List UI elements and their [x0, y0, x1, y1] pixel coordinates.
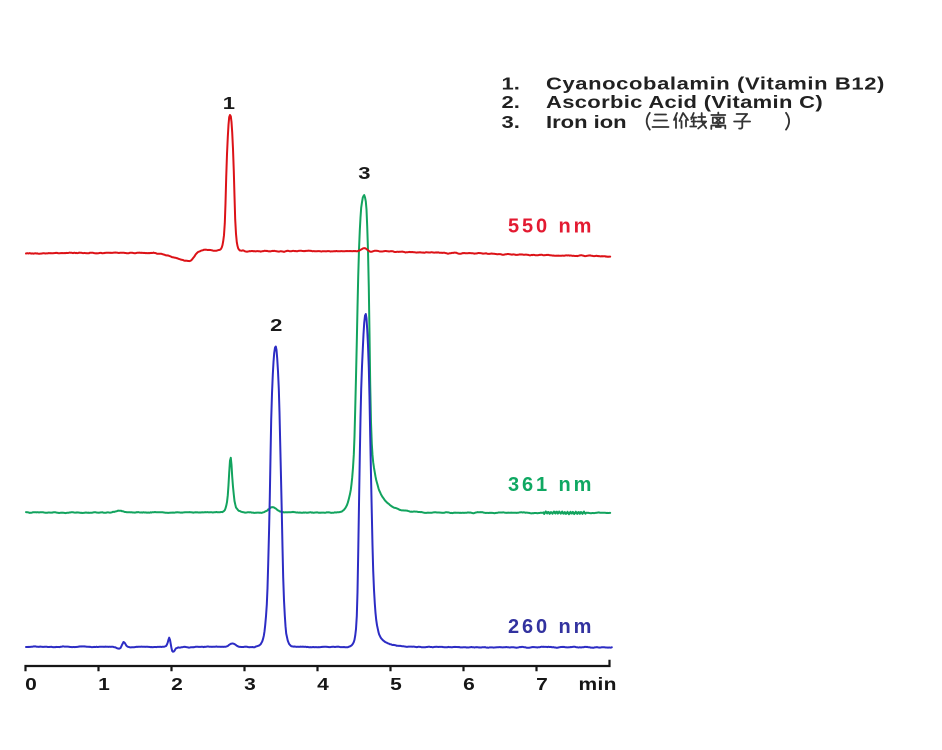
svg-text:1: 1 — [98, 674, 110, 694]
svg-text:Cyanocobalamin (Vitamin B12): Cyanocobalamin (Vitamin B12) — [546, 74, 885, 93]
svg-text:5: 5 — [390, 674, 402, 694]
svg-text:2: 2 — [171, 674, 183, 694]
svg-text:6: 6 — [463, 674, 475, 694]
svg-text:260 nm: 260 nm — [508, 616, 594, 638]
svg-text:3: 3 — [244, 674, 256, 694]
svg-text:4: 4 — [317, 674, 329, 694]
svg-text:361 nm: 361 nm — [508, 474, 594, 496]
svg-text:min: min — [579, 674, 617, 694]
svg-text:1: 1 — [223, 94, 235, 113]
svg-text:2: 2 — [270, 316, 282, 335]
svg-text:Ascorbic Acid (Vitamin C): Ascorbic Acid (Vitamin C) — [546, 93, 823, 112]
svg-text:0: 0 — [25, 674, 37, 694]
svg-text:3: 3 — [358, 164, 370, 183]
svg-text:3.: 3. — [502, 113, 520, 132]
svg-text:7: 7 — [536, 674, 548, 694]
svg-text:550 nm: 550 nm — [508, 216, 594, 238]
svg-text:Iron ion: Iron ion — [546, 113, 627, 132]
svg-text:1.: 1. — [502, 74, 520, 93]
svg-text:2.: 2. — [502, 93, 520, 112]
